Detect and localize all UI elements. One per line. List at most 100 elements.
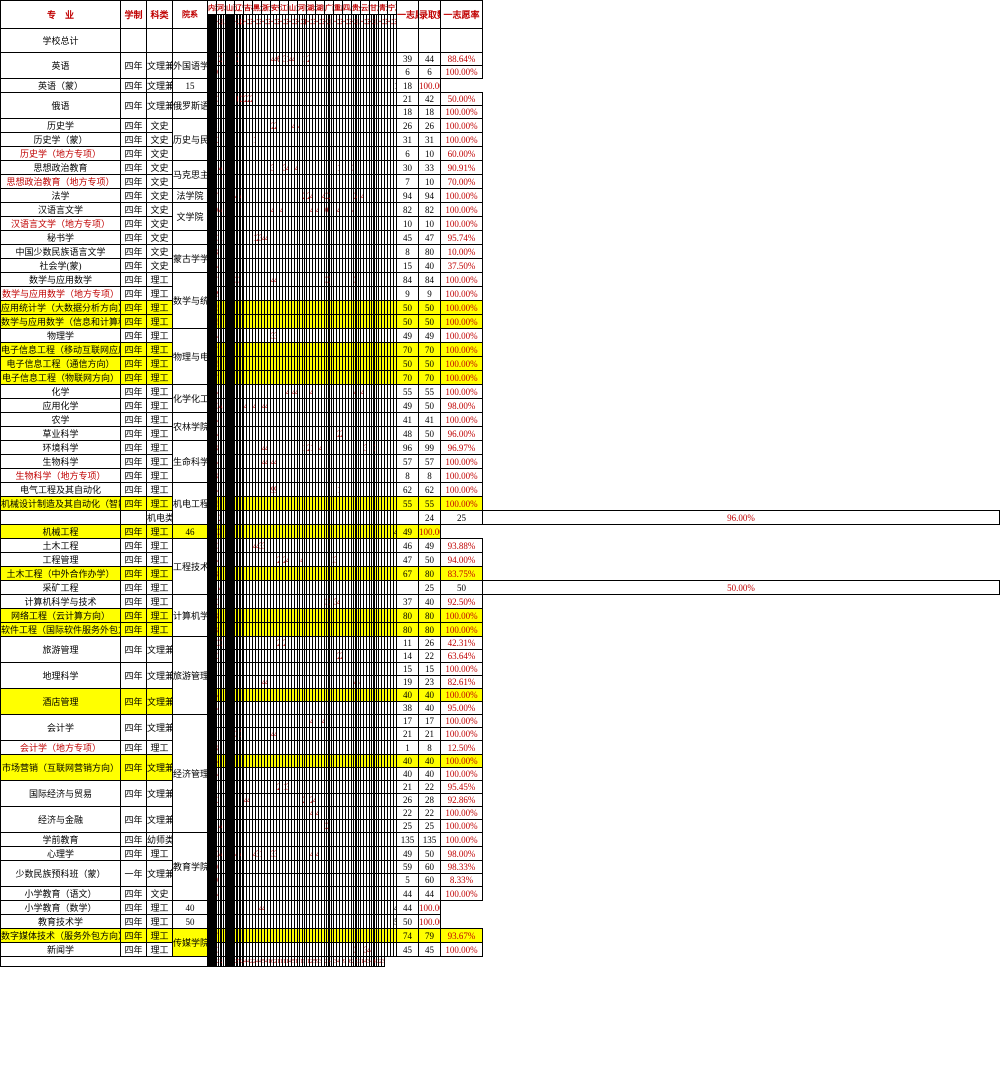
- first-cell: 50: [397, 301, 419, 315]
- rate-cell: 95.00%: [441, 702, 483, 715]
- first-cell: 21: [397, 93, 419, 106]
- first-cell: 30: [397, 161, 419, 175]
- header-province: 四川: [343, 1, 352, 15]
- admit-cell: 94: [419, 189, 441, 203]
- admit-cell: 6: [419, 66, 441, 79]
- major-cell: 机械设计制造及其自动化（智能制造方向）: [1, 497, 121, 511]
- rate-cell: 82.61%: [441, 676, 483, 689]
- first-cell: 11: [397, 637, 419, 650]
- type-cell: 文史: [147, 161, 173, 175]
- system-cell: 四年: [121, 539, 147, 553]
- header-province: 宁夏: [388, 1, 397, 15]
- system-cell: 四年: [121, 741, 147, 755]
- system-cell: 四年: [121, 567, 147, 581]
- admit-cell: 47: [419, 231, 441, 245]
- admit-cell: 84: [419, 273, 441, 287]
- admit-cell: 50: [419, 553, 441, 567]
- system-cell: 四年: [121, 53, 147, 79]
- rate-cell: 100.00%: [441, 357, 483, 371]
- data-cell: [397, 581, 419, 595]
- header-province: 河南: [298, 1, 307, 15]
- first-cell: 47: [397, 553, 419, 567]
- major-cell: 思想政治教育: [1, 161, 121, 175]
- major-cell: 物理学: [1, 329, 121, 343]
- system-cell: 四年: [121, 287, 147, 301]
- rate-cell: 100.00%: [441, 755, 483, 768]
- dept-cell: 计算机学院: [173, 595, 208, 637]
- first-cell: 8: [397, 469, 419, 483]
- admit-cell: 80: [419, 245, 441, 259]
- admit-cell: 23: [419, 676, 441, 689]
- type-cell: 理工: [147, 273, 173, 287]
- major-cell: 电子信息工程（物联网方向）: [1, 371, 121, 385]
- rate-cell: 100.00%: [441, 371, 483, 385]
- first-cell: 25: [419, 581, 441, 595]
- first-cell: 38: [397, 702, 419, 715]
- first-cell: 40: [397, 755, 419, 768]
- major-cell: 生物科学: [1, 455, 121, 469]
- first-cell: 45: [397, 231, 419, 245]
- type-cell: 理工: [147, 301, 173, 315]
- header-major: 专 业: [1, 1, 121, 29]
- type-cell: 文理兼招: [147, 53, 173, 79]
- dept-cell: 生命科学学院: [173, 441, 208, 483]
- first-cell: 6: [397, 66, 419, 79]
- system-cell: 四年: [121, 553, 147, 567]
- rate-cell: 100.00%: [441, 133, 483, 147]
- dept-cell: [173, 231, 208, 245]
- major-cell: 会计学: [1, 715, 121, 741]
- system-cell: 四年: [121, 427, 147, 441]
- type-cell: 文史: [147, 147, 173, 161]
- admit-cell: 26: [419, 119, 441, 133]
- header-admit: 录取数: [419, 1, 441, 29]
- system-cell: 四年: [121, 343, 147, 357]
- first-cell: 46: [397, 539, 419, 553]
- system-cell: 四年: [121, 259, 147, 273]
- dept-cell: 化学化工学院: [173, 385, 208, 413]
- header-province: 青海: [379, 1, 388, 15]
- header-province: 黑龙江: [253, 1, 262, 15]
- major-cell: 数学与应用数学（地方专项）: [1, 287, 121, 301]
- header-province: 云南: [361, 1, 370, 15]
- admit-cell: 40: [419, 755, 441, 768]
- admit-cell: 33: [419, 161, 441, 175]
- header-province: 甘肃: [370, 1, 379, 15]
- admit-cell: 18: [397, 79, 419, 93]
- major-cell: 电子信息工程（通信方向）: [1, 357, 121, 371]
- first-cell: 48: [397, 427, 419, 441]
- major-cell: 工程管理: [1, 553, 121, 567]
- system-cell: 四年: [121, 371, 147, 385]
- system-cell: 四年: [121, 469, 147, 483]
- major-cell: 中国少数民族语言文学: [1, 245, 121, 259]
- admit-cell: 50: [419, 357, 441, 371]
- major-cell: 应用化学: [1, 399, 121, 413]
- major-cell: 应用统计学（大数据分析方向）: [1, 301, 121, 315]
- admit-cell: 50: [419, 315, 441, 329]
- first-cell: 39: [397, 53, 419, 66]
- first-cell: 57: [397, 455, 419, 469]
- admit-cell: 8: [419, 741, 441, 755]
- rate-cell: 100.00%: [441, 497, 483, 511]
- type-cell: 理工: [147, 741, 173, 755]
- rate-cell: 100.00%: [441, 623, 483, 637]
- system-cell: 四年: [121, 161, 147, 175]
- rate-cell: 100.00%: [441, 329, 483, 343]
- type-cell: 理工: [147, 483, 173, 497]
- rate-cell: 42.31%: [441, 637, 483, 650]
- header-province: 浙江: [262, 1, 271, 15]
- system-cell: 四年: [121, 133, 147, 147]
- header-province: 山西: [226, 1, 235, 15]
- first-cell: 40: [397, 689, 419, 702]
- rate-cell: 100.00%: [441, 385, 483, 399]
- rate-cell: 93.88%: [441, 539, 483, 553]
- major-cell: 电气工程及其自动化: [1, 483, 121, 497]
- rate-cell: 100.00%: [441, 663, 483, 676]
- admit-cell: 41: [419, 413, 441, 427]
- system-cell: 四年: [121, 497, 147, 511]
- rate-cell: 100.00%: [441, 343, 483, 357]
- major-cell: 电子信息工程（移动互联网应用方向）: [1, 343, 121, 357]
- first-cell: 94: [397, 189, 419, 203]
- type-cell: 理工: [147, 315, 173, 329]
- major-cell: 采矿工程: [1, 581, 121, 595]
- system-cell: 四年: [121, 315, 147, 329]
